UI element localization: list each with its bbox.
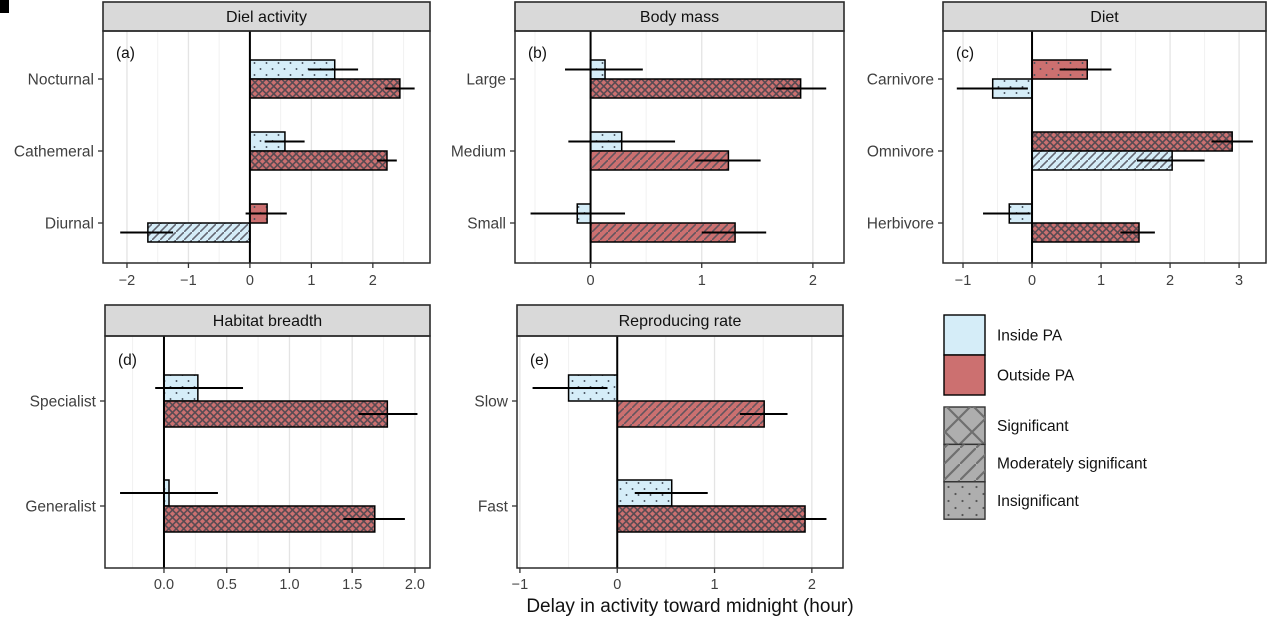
- x-tick-label: 2: [1166, 273, 1174, 289]
- x-axis-title: Delay in activity toward midnight (hour): [526, 596, 854, 617]
- panel-letter: (e): [530, 352, 549, 369]
- category-label: Omnivore: [867, 144, 934, 161]
- legend-label: Moderately significant: [997, 456, 1148, 473]
- x-tick-label: 0.5: [217, 577, 237, 593]
- bar-pattern: [163, 401, 388, 427]
- panel-border: [514, 30, 845, 264]
- facet-strip: [942, 1, 1267, 32]
- legend-swatch-pattern: [944, 444, 985, 482]
- category-label: Generalist: [25, 499, 96, 516]
- legend-swatch-pattern: [944, 481, 985, 520]
- bar-pattern: [1032, 151, 1173, 170]
- panel-border: [102, 30, 431, 264]
- category-label: Specialist: [30, 394, 97, 411]
- bar-pattern: [590, 151, 729, 170]
- bar-pattern: [1032, 132, 1233, 151]
- bar-pattern: [617, 401, 765, 427]
- panel-b: Body mass 0 1 2 Large Medium Small (b): [451, 1, 845, 289]
- category-label: Fast: [478, 499, 509, 516]
- category-label: Medium: [451, 144, 506, 161]
- panel-letter: (a): [116, 45, 135, 62]
- x-tick-label: 2: [808, 577, 816, 593]
- x-tick-label: 0: [613, 577, 621, 593]
- panel-letter: (d): [118, 352, 137, 369]
- bar-pattern: [617, 506, 806, 532]
- legend-swatch-inside-pa: [943, 314, 986, 356]
- bar-pattern: [163, 506, 375, 532]
- facet-title: Body mass: [640, 9, 719, 26]
- x-tick-label: −2: [119, 273, 136, 289]
- plot-background: [517, 336, 843, 568]
- bar-pattern: [590, 223, 736, 242]
- x-tick-label: 0.0: [154, 577, 174, 593]
- legend-label: Outside PA: [997, 368, 1075, 385]
- x-tick-label: 2: [809, 273, 817, 289]
- bar-pattern: [590, 79, 801, 98]
- panels-layer: Diel activity −2 −1 0 1 2 Nocturnal Cathemeral D…: [0, 0, 1267, 593]
- panel-border: [104, 335, 431, 569]
- panel-border: [942, 30, 1267, 264]
- x-tick-label: 0: [587, 273, 595, 289]
- panel-d: Habitat breadth 0.0 0.5 1.0 1.5 2.0 Specialist…: [25, 304, 431, 593]
- panel-e: Reproducing rate −1 0 1 2 Slow Fast (e): [474, 304, 844, 593]
- category-label: Cathemeral: [14, 144, 94, 161]
- facet-title: Reproducing rate: [619, 313, 742, 330]
- category-label: Nocturnal: [28, 72, 94, 89]
- legend-label: Insignificant: [997, 493, 1080, 510]
- bar-pattern: [147, 223, 250, 242]
- x-tick-label: 2.0: [405, 577, 425, 593]
- facet-title: Diet: [1090, 9, 1119, 26]
- corner-artifact: [0, 0, 9, 13]
- x-tick-label: 3: [1235, 273, 1243, 289]
- bar-pattern: [249, 151, 387, 170]
- x-tick-label: 1: [698, 273, 706, 289]
- panel-letter: (c): [956, 45, 974, 62]
- bar-pattern: [1032, 223, 1140, 242]
- x-tick-label: −1: [512, 577, 529, 593]
- facet-strip: [104, 304, 431, 337]
- x-tick-label: 1: [711, 577, 719, 593]
- facet-strip: [516, 304, 844, 337]
- x-tick-label: 1.5: [342, 577, 362, 593]
- panel-a: Diel activity −2 −1 0 1 2 Nocturnal Cathemeral D…: [14, 1, 431, 289]
- category-label: Slow: [474, 394, 508, 411]
- x-tick-label: −1: [180, 273, 197, 289]
- legend-label: Inside PA: [997, 328, 1063, 345]
- legend-swatch-pattern: [944, 407, 985, 445]
- panel-c: Diet −1 0 1 2 3 Carnivore Omnivore Herbivore (c): [867, 1, 1267, 289]
- legend-layer: Inside PA Outside PA Significant Moderately…: [943, 314, 1148, 520]
- x-tick-label: −1: [955, 273, 972, 289]
- panel-border: [516, 335, 844, 569]
- bar-pattern: [249, 79, 400, 98]
- category-label: Diurnal: [45, 216, 94, 233]
- plot-background: [105, 336, 430, 568]
- facet-title: Habitat breadth: [213, 313, 322, 330]
- x-tick-label: 1: [1097, 273, 1105, 289]
- bar-pattern: [249, 60, 335, 79]
- x-tick-label: 0: [1028, 273, 1036, 289]
- legend-swatch-outside-pa: [943, 354, 986, 396]
- facet-title: Diel activity: [226, 9, 307, 26]
- x-tick-label: 0: [246, 273, 254, 289]
- x-tick-label: 1: [307, 273, 315, 289]
- facet-strip: [514, 1, 845, 32]
- category-label: Herbivore: [867, 216, 934, 233]
- category-label: Carnivore: [867, 72, 934, 89]
- x-tick-label: 1.0: [279, 577, 299, 593]
- legend-label: Significant: [997, 418, 1069, 435]
- category-label: Large: [466, 72, 506, 89]
- x-tick-label: 2: [369, 273, 377, 289]
- panel-letter: (b): [528, 45, 547, 62]
- category-label: Small: [467, 216, 506, 233]
